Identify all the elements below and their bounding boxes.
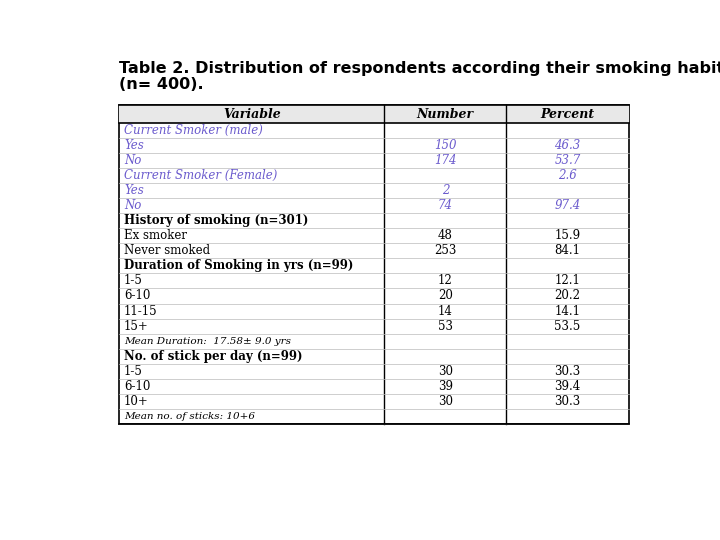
Text: Never smoked: Never smoked [124, 245, 210, 258]
Text: 2: 2 [441, 184, 449, 198]
Text: 30.3: 30.3 [554, 395, 580, 408]
Text: Current Smoker (male): Current Smoker (male) [124, 124, 263, 137]
Text: 15+: 15+ [124, 320, 149, 333]
Text: 174: 174 [434, 154, 456, 167]
Text: 2.6: 2.6 [558, 170, 577, 183]
Text: 1-5: 1-5 [124, 364, 143, 377]
Text: 12: 12 [438, 274, 453, 287]
Text: 48: 48 [438, 230, 453, 242]
Text: Variable: Variable [223, 107, 281, 120]
Bar [120, 105, 629, 423]
Text: 53.5: 53.5 [554, 320, 580, 333]
Text: 14.1: 14.1 [554, 305, 580, 318]
Text: 1-5: 1-5 [124, 274, 143, 287]
Text: 6-10: 6-10 [124, 289, 150, 302]
Text: 20: 20 [438, 289, 453, 302]
Text: Ex smoker: Ex smoker [124, 230, 187, 242]
Text: Table 2. Distribution of respondents according their smoking habits: Table 2. Distribution of respondents acc… [120, 62, 720, 76]
Text: 53: 53 [438, 320, 453, 333]
Text: Yes: Yes [124, 184, 144, 198]
Text: No: No [124, 199, 141, 212]
Text: 97.4: 97.4 [554, 199, 580, 212]
Text: No: No [124, 154, 141, 167]
Text: 30: 30 [438, 364, 453, 377]
Text: 53.7: 53.7 [554, 154, 580, 167]
Text: 150: 150 [434, 139, 456, 152]
Text: 39: 39 [438, 380, 453, 393]
Text: 20.2: 20.2 [554, 289, 580, 302]
Text: Percent: Percent [541, 107, 595, 120]
Text: 30.3: 30.3 [554, 364, 580, 377]
Text: Yes: Yes [124, 139, 144, 152]
Text: Number: Number [417, 107, 474, 120]
Text: (n= 400).: (n= 400). [120, 77, 204, 92]
Text: 74: 74 [438, 199, 453, 212]
Text: 46.3: 46.3 [554, 139, 580, 152]
Text: Current Smoker (Female): Current Smoker (Female) [124, 170, 277, 183]
Text: 15.9: 15.9 [554, 230, 580, 242]
Text: Mean Duration:  17.58± 9.0 yrs: Mean Duration: 17.58± 9.0 yrs [124, 336, 291, 346]
Text: 30: 30 [438, 395, 453, 408]
Text: Duration of Smoking in yrs (n=99): Duration of Smoking in yrs (n=99) [124, 259, 354, 273]
Bar [120, 105, 629, 123]
Text: 84.1: 84.1 [554, 245, 580, 258]
Text: 6-10: 6-10 [124, 380, 150, 393]
Text: 253: 253 [434, 245, 456, 258]
Text: 11-15: 11-15 [124, 305, 158, 318]
Text: No. of stick per day (n=99): No. of stick per day (n=99) [124, 349, 302, 362]
Text: 12.1: 12.1 [554, 274, 580, 287]
Text: 14: 14 [438, 305, 453, 318]
Text: Mean no. of sticks: 10+6: Mean no. of sticks: 10+6 [124, 411, 255, 421]
Text: 39.4: 39.4 [554, 380, 580, 393]
Text: History of smoking (n=301): History of smoking (n=301) [124, 214, 308, 227]
Text: 10+: 10+ [124, 395, 149, 408]
